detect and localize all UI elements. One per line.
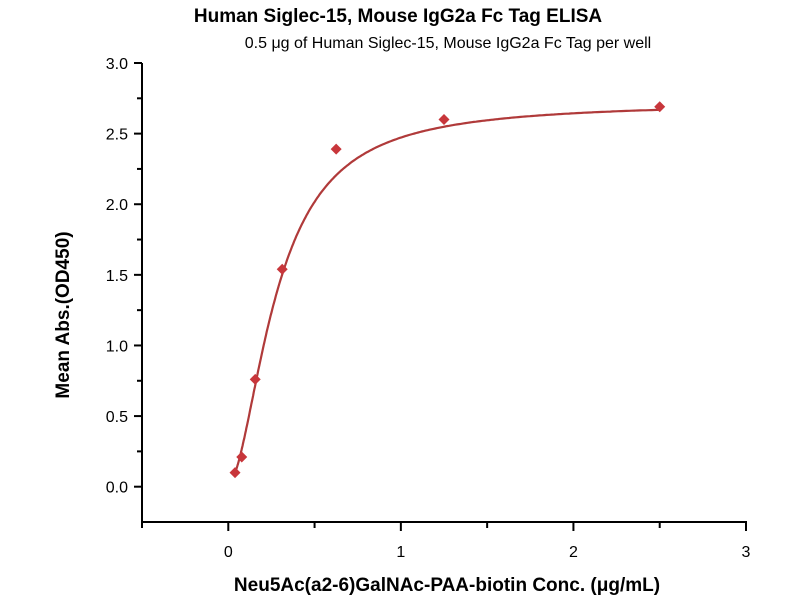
data-point [236,451,248,463]
y-tick-label: 0.0 [106,480,128,497]
y-tick-label: 0.5 [106,409,128,426]
data-points [229,101,666,479]
data-point [229,467,241,479]
chart-title: Human Siglec-15, Mouse IgG2a Fc Tag ELIS… [194,6,603,27]
x-tick-label: 0 [224,544,233,561]
data-point [276,263,288,275]
data-point [330,143,342,155]
x-tick-label: 3 [742,544,751,561]
y-tick-label: 3.0 [106,56,128,73]
data-point [654,101,666,113]
data-point [438,113,450,125]
y-tick-label: 1.0 [106,338,128,355]
fit-curve [233,108,660,475]
y-tick-label: 1.5 [106,268,128,285]
chart-subtitle: 0.5 μg of Human Siglec-15, Mouse IgG2a F… [245,35,651,52]
x-axis-label: Neu5Ac(a2-6)GalNAc-PAA-biotin Conc. (μg/… [234,575,660,596]
x-tick-label: 2 [569,544,578,561]
axes: 0.0 0.5 1.0 1.5 2.0 2.5 3.0 0 1 2 3 [106,56,751,561]
data-point [249,373,261,385]
y-tick-label: 2.5 [106,127,128,144]
fit-curve-group [233,108,660,475]
x-tick-label: 1 [396,544,405,561]
y-axis-label: Mean Abs.(OD450) [53,231,74,398]
y-tick-label: 2.0 [106,197,128,214]
